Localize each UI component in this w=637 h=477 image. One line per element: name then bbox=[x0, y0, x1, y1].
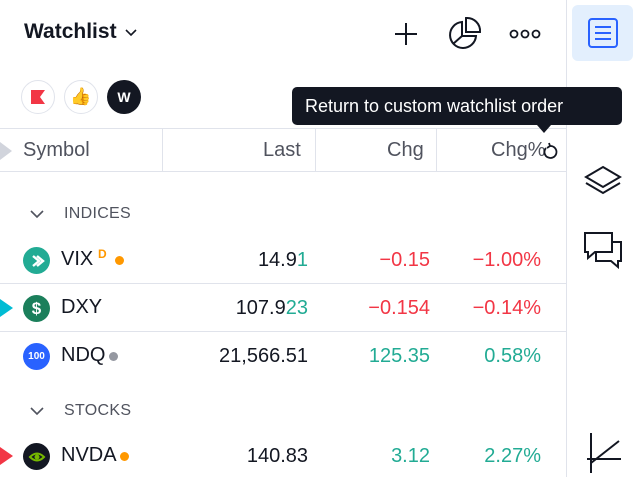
column-chg-percent-label: Chg% bbox=[491, 139, 546, 161]
last-price: 140.83 bbox=[246, 445, 308, 467]
last-price-tail: 1 bbox=[296, 249, 308, 271]
drawing-tool-button[interactable] bbox=[572, 424, 633, 477]
symbol-name: VIX bbox=[61, 248, 94, 270]
symbol-logo: 100 bbox=[23, 343, 50, 370]
last-price-tail: 23 bbox=[285, 297, 308, 319]
add-symbol-button[interactable] bbox=[386, 14, 426, 54]
dollar-icon: $ bbox=[31, 298, 42, 318]
change-percent: 0.58% bbox=[484, 345, 541, 367]
watchlist-title-dropdown[interactable]: Watchlist bbox=[24, 20, 137, 44]
section-label: STOCKS bbox=[64, 402, 132, 419]
more-options-button[interactable] bbox=[505, 14, 545, 54]
chevron-down-icon bbox=[124, 29, 137, 37]
last-price-main: 14.9 bbox=[257, 249, 297, 271]
tooltip-text: Return to custom watchlist order bbox=[305, 95, 564, 116]
advanced-view-button[interactable] bbox=[444, 14, 484, 54]
symbol-name: DXY bbox=[61, 296, 103, 318]
row-flag-marker[interactable] bbox=[0, 299, 13, 317]
column-divider[interactable] bbox=[436, 129, 437, 172]
column-divider[interactable] bbox=[162, 129, 163, 172]
market-status-dot bbox=[120, 452, 129, 461]
right-toolbar bbox=[566, 0, 637, 477]
column-chg-percent[interactable]: Chg% bbox=[491, 129, 545, 172]
symbol-logo bbox=[23, 247, 50, 274]
section-label: INDICES bbox=[64, 205, 131, 222]
red-flag-icon bbox=[31, 90, 45, 104]
column-last[interactable]: Last bbox=[263, 129, 301, 172]
more-dots-icon bbox=[509, 29, 541, 39]
change-value: 3.12 bbox=[391, 445, 430, 467]
watchlist-panel: Watchlist 👍 W Return to bbox=[0, 0, 622, 477]
table-row[interactable]: $ DXY 107.923 −0.154 −0.14% bbox=[0, 284, 566, 332]
change-value: −0.154 bbox=[368, 297, 430, 319]
flag-column-marker[interactable] bbox=[0, 142, 12, 160]
row-flag-marker[interactable] bbox=[0, 447, 13, 465]
change-value: 125.35 bbox=[368, 345, 430, 367]
table-row[interactable]: 100 NDQ 21,566.51 125.35 0.58% bbox=[0, 332, 566, 380]
thumbs-up-icon: 👍 bbox=[70, 87, 92, 106]
watchlist-w-button[interactable]: W bbox=[107, 80, 141, 114]
last-price: 107.923 bbox=[236, 297, 308, 320]
column-chg[interactable]: Chg bbox=[387, 129, 424, 172]
symbol-logo: $ bbox=[23, 295, 50, 322]
watchlist-header: Watchlist bbox=[0, 0, 566, 68]
market-status-dot bbox=[109, 352, 118, 361]
column-symbol-label: Symbol bbox=[23, 139, 90, 161]
watchlist-w-label: W bbox=[117, 89, 131, 105]
chat-icon bbox=[583, 232, 622, 270]
layers-panel-button[interactable] bbox=[572, 152, 633, 208]
change-percent: −1.00% bbox=[472, 249, 541, 271]
watchlist-title: Watchlist bbox=[24, 20, 117, 43]
table-row[interactable]: VIX D 14.91 −0.15 −1.00% bbox=[0, 236, 566, 284]
change-value: −0.15 bbox=[379, 249, 430, 271]
chevron-down-icon bbox=[30, 407, 44, 416]
last-price: 21,566.51 bbox=[219, 345, 308, 367]
symbol-name: NDQ bbox=[61, 344, 106, 366]
last-price: 14.91 bbox=[258, 249, 308, 272]
column-symbol[interactable]: Symbol bbox=[23, 129, 90, 172]
drawing-tool-icon bbox=[586, 433, 621, 473]
thumbs-up-list-button[interactable]: 👍 bbox=[64, 80, 98, 114]
change-percent: 2.27% bbox=[484, 445, 541, 467]
column-header-row: Symbol Last Chg Chg% bbox=[0, 128, 566, 172]
red-flag-list-button[interactable] bbox=[21, 80, 55, 114]
pie-chart-icon bbox=[449, 16, 482, 49]
last-price-main: 107.9 bbox=[235, 297, 286, 319]
reset-order-button[interactable] bbox=[541, 129, 559, 172]
nvidia-logo-icon bbox=[28, 452, 45, 461]
market-status-dot bbox=[115, 256, 124, 265]
tooltip: Return to custom watchlist order bbox=[292, 87, 622, 133]
layers-icon bbox=[583, 165, 622, 195]
watchlist-icon bbox=[587, 18, 618, 48]
section-stocks[interactable]: STOCKS bbox=[0, 391, 566, 431]
ndq-100-icon: 100 bbox=[28, 351, 45, 362]
symbol-logo bbox=[23, 443, 50, 470]
table-row[interactable]: NVDA 140.83 3.12 2.27% bbox=[0, 432, 566, 477]
column-last-label: Last bbox=[263, 139, 301, 161]
plus-icon bbox=[395, 23, 417, 45]
watchlist-panel-button[interactable] bbox=[572, 5, 633, 61]
arrow-right-icon bbox=[31, 254, 45, 267]
delayed-badge: D bbox=[98, 247, 107, 261]
section-indices[interactable]: INDICES bbox=[0, 194, 566, 234]
chat-panel-button[interactable] bbox=[572, 222, 633, 278]
symbol-name: NVDA bbox=[61, 444, 117, 466]
column-divider[interactable] bbox=[315, 129, 316, 172]
reset-order-icon bbox=[543, 142, 558, 159]
change-percent: −0.14% bbox=[472, 297, 541, 319]
chevron-down-icon bbox=[30, 210, 44, 219]
column-chg-label: Chg bbox=[387, 139, 424, 161]
